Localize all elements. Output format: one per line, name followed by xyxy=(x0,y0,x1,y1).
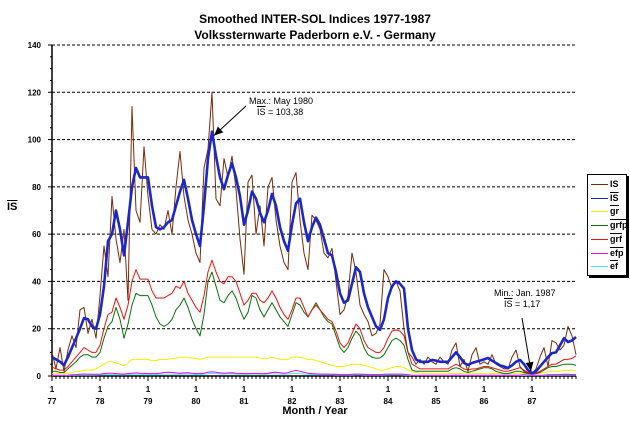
legend-item: gr xyxy=(588,205,626,218)
series-line-raw-IS xyxy=(51,91,577,375)
x-tick-month-label: 1 xyxy=(194,385,199,394)
x-tick-month-label: 1 xyxy=(482,385,487,394)
series-line-smoothed-grf xyxy=(51,259,577,375)
x-tick-year-label: 87 xyxy=(528,397,537,406)
legend-swatch xyxy=(591,238,608,240)
legend-label: gr xyxy=(610,206,619,217)
gridlines xyxy=(52,44,576,330)
legend-item: efp xyxy=(588,247,626,260)
y-tick-label: 140 xyxy=(28,41,42,50)
chart-subtitle: Volkssternwarte Paderborn e.V. - Germany xyxy=(194,28,436,42)
legend-swatch xyxy=(591,225,608,227)
legend-item: grfp xyxy=(588,219,628,232)
x-tick-year-label: 80 xyxy=(192,397,201,406)
max-annotation: Max.: May 1980 IS = 103,38 xyxy=(249,96,313,118)
y-tick-label: 80 xyxy=(32,183,41,192)
legend-label: IS xyxy=(610,179,619,189)
series-line-smoothed-efp xyxy=(52,369,576,376)
series-line-smoothed-gr xyxy=(52,356,577,375)
x-tick-month-label: 1 xyxy=(290,385,295,394)
x-axis-label: Month / Year xyxy=(282,405,348,417)
legend-item: grf xyxy=(588,233,626,246)
y-tick-label: 120 xyxy=(28,88,42,97)
x-tick-year-label: 79 xyxy=(144,397,153,406)
legend-swatch xyxy=(591,184,608,185)
min-arrow-head xyxy=(525,361,534,372)
x-tick-month-label: 1 xyxy=(434,385,439,394)
y-tick-label: 0 xyxy=(37,372,42,381)
max-annotation-value: = 103,38 xyxy=(265,107,304,117)
x-tick-year-label: 81 xyxy=(240,397,249,406)
x-tick-year-label: 83 xyxy=(336,397,345,406)
legend: IS IS gr grfp grf efp ef xyxy=(587,174,628,276)
legend-item: IS xyxy=(588,192,626,205)
legend-label: efp xyxy=(610,247,624,258)
legend-label: grf xyxy=(610,233,622,244)
max-annotation-symbol: IS xyxy=(257,107,266,117)
x-tick-year-label: 82 xyxy=(288,397,297,406)
legend-label: IS xyxy=(610,192,619,203)
x-tick-year-label: 84 xyxy=(384,397,393,406)
x-tick-month-label: 1 xyxy=(338,385,343,394)
legend-swatch xyxy=(591,211,608,213)
x-tick-month-label: 1 xyxy=(146,385,151,394)
legend-item: ef xyxy=(588,260,626,273)
x-tick-year-label: 77 xyxy=(48,397,57,406)
series-lines xyxy=(51,91,577,376)
x-tick-year-label: 86 xyxy=(480,397,489,406)
min-annotation-symbol: IS xyxy=(504,299,513,309)
legend-label: grfp xyxy=(610,220,628,231)
max-arrow-head xyxy=(214,126,224,136)
x-tick-month-label: 1 xyxy=(530,385,535,394)
legend-swatch xyxy=(591,252,608,254)
x-tick-year-label: 85 xyxy=(432,397,441,406)
x-tick-month-label: 1 xyxy=(50,385,55,394)
series-line-smoothed-grfp xyxy=(52,271,577,375)
legend-item: IS xyxy=(588,178,626,191)
x-tick-year-label: 78 xyxy=(96,397,105,406)
legend-label: ef xyxy=(610,261,619,272)
y-axis-label: IS xyxy=(7,201,18,213)
min-annotation-value: = 1,17 xyxy=(512,299,541,309)
x-tick-month-label: 1 xyxy=(98,385,103,394)
chart-title: Smoothed INTER-SOL Indices 1977-1987 xyxy=(199,12,431,26)
tick-labels: 0 20 40 60 80 100 120 140 1 77 1 78 1 79 1 80 1 81 1 82 1 83 1… xyxy=(28,41,537,406)
min-annotation-label: Min.: Jan. 1987 xyxy=(494,288,556,298)
x-tick-month-label: 1 xyxy=(242,385,247,394)
series-line-smoothed-IS xyxy=(51,130,577,375)
max-annotation-label: Max.: May 1980 xyxy=(249,96,314,106)
min-annotation: Min.: Jan. 1987 IS = 1,17 xyxy=(494,288,556,310)
y-tick-label: 40 xyxy=(32,277,41,286)
legend-swatch xyxy=(591,266,608,268)
annotation-arrows xyxy=(213,105,534,372)
x-tick-month-label: 1 xyxy=(386,385,391,394)
y-tick-label: 100 xyxy=(28,136,42,145)
legend-swatch xyxy=(591,197,608,199)
y-tick-label: 60 xyxy=(32,230,41,239)
y-tick-label: 20 xyxy=(32,325,41,334)
